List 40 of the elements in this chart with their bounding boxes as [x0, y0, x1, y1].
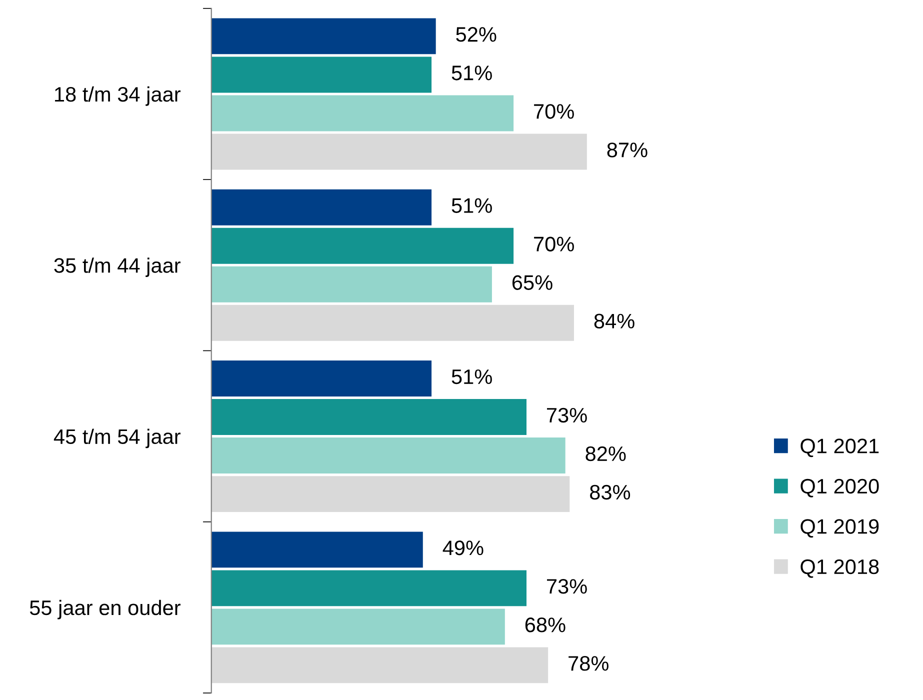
data-label: 82% [586, 446, 626, 462]
data-label: 70% [534, 104, 574, 119]
bar [211, 399, 526, 435]
legend-label: Q1 2018 [800, 559, 879, 578]
bar [211, 608, 505, 645]
data-label: 49% [442, 540, 484, 556]
data-label: 73% [547, 579, 587, 594]
y-tick-label: 55 jaar en ouder [30, 600, 180, 620]
data-label: 73% [547, 408, 587, 423]
bar [211, 476, 570, 512]
bar [211, 189, 432, 226]
data-label: 51% [452, 369, 492, 384]
bar [211, 570, 526, 606]
y-tick-label: 45 t/m 54 jaar [54, 428, 180, 448]
data-label: 51% [452, 66, 492, 80]
data-label: 51% [452, 198, 492, 213]
data-label: 52% [456, 27, 496, 42]
y-tick-label: 18 t/m 34 jaar [55, 86, 180, 106]
y-tick-label: 35 t/m 44 jaar [54, 258, 180, 277]
bar [211, 56, 432, 93]
data-label: 87% [607, 142, 648, 158]
data-label: 84% [594, 314, 634, 328]
data-label: 65% [512, 275, 552, 290]
data-label: 83% [590, 484, 630, 500]
bar [211, 304, 574, 341]
bar [211, 647, 548, 684]
bar [211, 266, 492, 302]
data-label: 68% [525, 618, 566, 632]
bar [211, 18, 436, 54]
bar [211, 134, 587, 170]
bar [211, 228, 514, 264]
bar [211, 532, 423, 568]
data-label: 78% [568, 656, 608, 671]
data-label: 70% [534, 236, 574, 252]
bar [211, 360, 432, 396]
legend-label: Q1 2020 [800, 478, 879, 498]
legend-label: Q1 2021 [800, 438, 879, 458]
legend-label: Q1 2019 [800, 519, 879, 538]
bar [211, 95, 514, 132]
bar [211, 438, 566, 474]
